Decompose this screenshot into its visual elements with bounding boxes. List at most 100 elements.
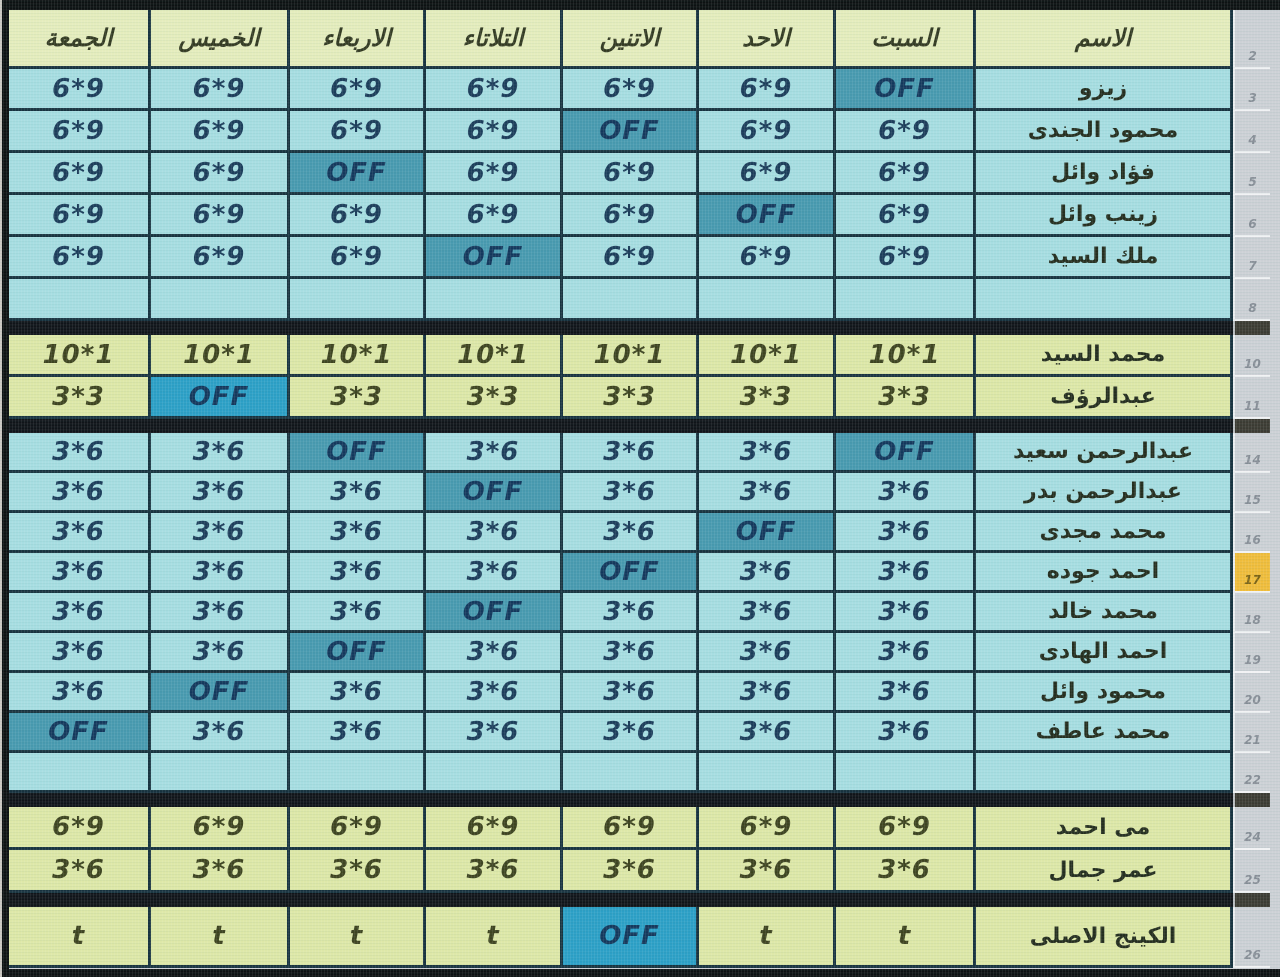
row-number-cell[interactable]: 7 <box>1233 237 1270 279</box>
shift-cell[interactable]: 6*9 <box>836 153 976 195</box>
employee-name-cell[interactable]: محمود وائل <box>976 673 1233 713</box>
shift-cell[interactable]: 3*3 <box>426 377 563 419</box>
employee-name-cell[interactable]: زينب وائل <box>976 195 1233 237</box>
day-header-cell[interactable]: الجمعة <box>9 10 151 69</box>
shift-cell[interactable]: 3*6 <box>426 673 563 713</box>
shift-cell[interactable]: 6*9 <box>426 153 563 195</box>
shift-cell[interactable]: 6*9 <box>836 237 976 279</box>
shift-cell[interactable]: 3*3 <box>563 377 699 419</box>
shift-cell[interactable] <box>151 279 290 321</box>
row-number-cell[interactable]: 11 <box>1233 377 1270 419</box>
shift-cell[interactable]: 6*9 <box>426 69 563 111</box>
shift-cell[interactable]: 3*6 <box>290 553 426 593</box>
shift-cell[interactable]: t <box>426 907 563 968</box>
employee-name-cell[interactable]: عبدالرؤف <box>976 377 1233 419</box>
day-off-cell[interactable]: OFF <box>836 69 976 111</box>
shift-cell[interactable] <box>699 279 836 321</box>
shift-cell[interactable] <box>836 279 976 321</box>
shift-cell[interactable]: 3*6 <box>836 633 976 673</box>
shift-cell[interactable]: 3*6 <box>836 513 976 553</box>
shift-cell[interactable]: 6*9 <box>9 807 151 850</box>
day-off-cell[interactable]: OFF <box>151 673 290 713</box>
employee-name-cell[interactable]: احمد الهادى <box>976 633 1233 673</box>
shift-cell[interactable]: 6*9 <box>563 237 699 279</box>
shift-cell[interactable]: 3*6 <box>836 850 976 893</box>
shift-cell[interactable] <box>563 279 699 321</box>
shift-cell[interactable]: 6*9 <box>563 195 699 237</box>
shift-cell[interactable]: 6*9 <box>9 237 151 279</box>
shift-cell[interactable]: 3*6 <box>563 593 699 633</box>
shift-cell[interactable]: 6*9 <box>9 69 151 111</box>
day-off-cell[interactable]: OFF <box>426 593 563 633</box>
shift-cell[interactable]: 3*6 <box>151 513 290 553</box>
shift-cell[interactable]: 6*9 <box>563 153 699 195</box>
shift-cell[interactable]: 6*9 <box>563 69 699 111</box>
row-number-cell[interactable]: 18 <box>1233 593 1270 633</box>
row-number-cell[interactable]: 25 <box>1233 850 1270 893</box>
shift-cell[interactable]: 6*9 <box>9 153 151 195</box>
day-off-cell[interactable]: OFF <box>9 713 151 753</box>
row-number-cell[interactable]: 2 <box>1233 10 1270 69</box>
shift-cell[interactable]: 3*6 <box>9 513 151 553</box>
day-off-cell[interactable]: OFF <box>563 553 699 593</box>
shift-cell[interactable]: 6*9 <box>151 807 290 850</box>
row-number-cell[interactable]: 3 <box>1233 69 1270 111</box>
shift-cell[interactable]: t <box>699 907 836 968</box>
day-header-cell[interactable]: الاتنين <box>563 10 699 69</box>
shift-cell[interactable]: 3*6 <box>836 553 976 593</box>
shift-cell[interactable]: 6*9 <box>290 237 426 279</box>
shift-cell[interactable]: 3*6 <box>9 593 151 633</box>
day-off-cell[interactable]: OFF <box>563 907 699 968</box>
shift-cell[interactable]: 6*9 <box>699 807 836 850</box>
shift-cell[interactable]: 3*6 <box>426 553 563 593</box>
shift-cell[interactable]: 3*6 <box>563 673 699 713</box>
row-number-cell[interactable]: 17 <box>1233 553 1270 593</box>
shift-cell[interactable]: 3*6 <box>426 633 563 673</box>
shift-cell[interactable]: 3*6 <box>563 433 699 473</box>
shift-cell[interactable]: 3*6 <box>426 850 563 893</box>
row-number-cell[interactable]: 10 <box>1233 335 1270 377</box>
shift-cell[interactable]: 6*9 <box>290 69 426 111</box>
shift-cell[interactable]: t <box>151 907 290 968</box>
day-header-cell[interactable]: الاربعاء <box>290 10 426 69</box>
row-number-cell[interactable]: 22 <box>1233 753 1270 793</box>
row-number-cell[interactable]: 21 <box>1233 713 1270 753</box>
shift-cell[interactable]: 3*6 <box>290 850 426 893</box>
employee-name-cell[interactable]: محمد عاطف <box>976 713 1233 753</box>
day-off-cell[interactable]: OFF <box>426 237 563 279</box>
shift-cell[interactable]: 10*1 <box>563 335 699 377</box>
shift-cell[interactable] <box>836 753 976 793</box>
shift-cell[interactable]: 6*9 <box>290 807 426 850</box>
shift-cell[interactable]: 3*6 <box>699 473 836 513</box>
shift-cell[interactable]: 3*6 <box>426 433 563 473</box>
day-off-cell[interactable]: OFF <box>290 153 426 195</box>
employee-name-cell[interactable]: محمد السيد <box>976 335 1233 377</box>
shift-cell[interactable]: 6*9 <box>290 111 426 153</box>
day-header-cell[interactable]: التلاتاء <box>426 10 563 69</box>
shift-cell[interactable]: 10*1 <box>699 335 836 377</box>
shift-cell[interactable]: 3*6 <box>699 553 836 593</box>
shift-cell[interactable]: 3*6 <box>563 513 699 553</box>
day-off-cell[interactable]: OFF <box>699 513 836 553</box>
shift-cell[interactable]: 3*6 <box>290 713 426 753</box>
employee-name-cell[interactable]: عمر جمال <box>976 850 1233 893</box>
row-number-cell[interactable]: 26 <box>1233 907 1270 968</box>
shift-cell[interactable]: 3*6 <box>836 713 976 753</box>
shift-cell[interactable]: 6*9 <box>9 111 151 153</box>
employee-name-cell[interactable]: عبدالرحمن سعيد <box>976 433 1233 473</box>
day-off-cell[interactable]: OFF <box>151 377 290 419</box>
shift-cell[interactable]: 3*6 <box>9 633 151 673</box>
shift-cell[interactable]: 3*6 <box>290 473 426 513</box>
row-number-cell[interactable]: 8 <box>1233 279 1270 321</box>
shift-cell[interactable]: 3*6 <box>426 513 563 553</box>
shift-cell[interactable] <box>426 279 563 321</box>
shift-cell[interactable]: 6*9 <box>699 69 836 111</box>
shift-cell[interactable]: 3*6 <box>151 850 290 893</box>
shift-cell[interactable]: 3*6 <box>151 633 290 673</box>
name-header-cell[interactable]: الاسم <box>976 10 1233 69</box>
shift-cell[interactable]: 6*9 <box>563 807 699 850</box>
shift-cell[interactable]: 3*6 <box>699 713 836 753</box>
employee-name-cell[interactable]: محمود الجندى <box>976 111 1233 153</box>
shift-cell[interactable]: 3*6 <box>699 673 836 713</box>
shift-cell[interactable]: 3*3 <box>699 377 836 419</box>
